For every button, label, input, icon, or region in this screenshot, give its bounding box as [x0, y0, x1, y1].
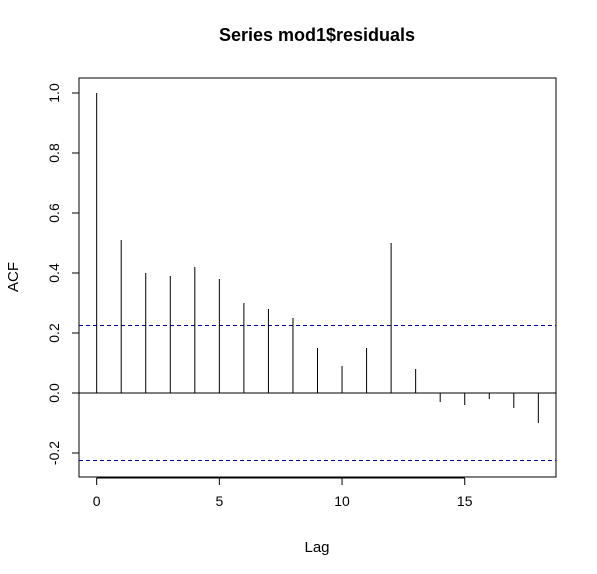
x-tick-label: 0	[93, 493, 101, 509]
x-axis-label: Lag	[304, 539, 329, 556]
y-axis-label: ACF	[5, 262, 22, 292]
x-tick-label: 5	[215, 493, 223, 509]
plot-frame	[78, 77, 557, 478]
y-tick-label: 0.6	[46, 203, 62, 223]
y-tick-label: 0.4	[46, 263, 62, 283]
y-tick-label: 1.0	[46, 83, 62, 103]
y-tick-label: 0.8	[46, 143, 62, 163]
y-tick-label: 0.2	[46, 323, 62, 343]
acf-spikes	[96, 93, 539, 423]
y-tick-label: -0.2	[46, 441, 62, 465]
x-tick-label: 10	[334, 493, 350, 509]
y-tick-label: 0.0	[46, 383, 62, 403]
x-tick-label: 15	[457, 493, 473, 509]
x-axis: 0 5 10 15	[93, 477, 473, 509]
y-axis: -0.2 0.0 0.2 0.4 0.6 0.8 1.0	[46, 83, 80, 465]
chart-title: Series mod1$residuals	[219, 25, 415, 45]
